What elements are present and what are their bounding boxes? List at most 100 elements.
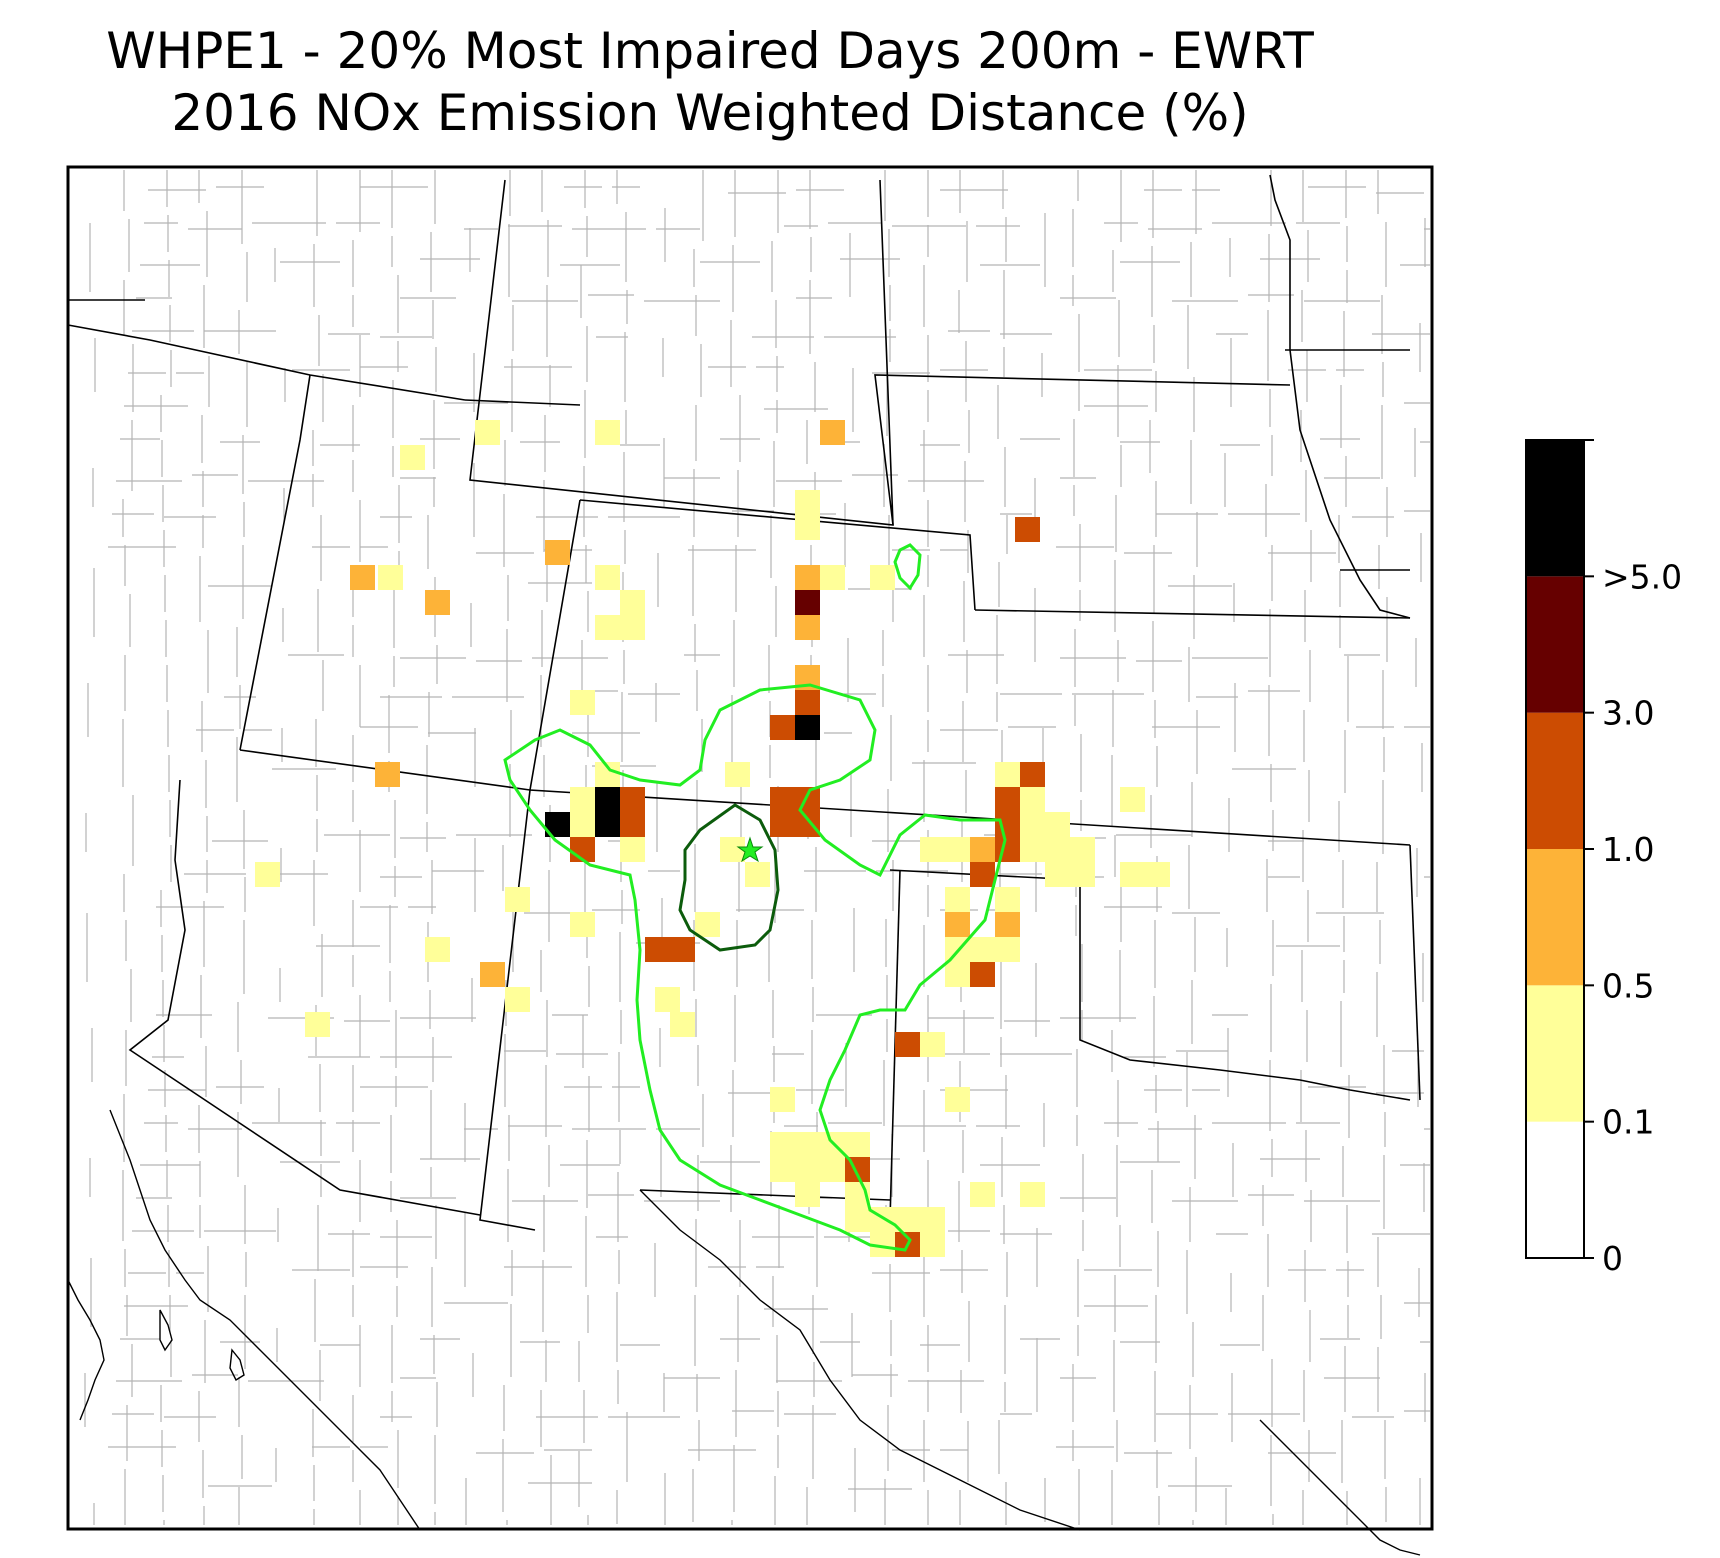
emission-cell [505, 887, 530, 912]
emission-cell [770, 787, 795, 812]
emission-cell [795, 490, 820, 515]
emission-cell [545, 540, 570, 565]
emission-cell [770, 1132, 795, 1157]
emission-cell [920, 1207, 945, 1232]
emission-cell [1020, 787, 1045, 812]
emission-cell [1120, 862, 1145, 887]
colorbar-bin [1526, 1121, 1584, 1258]
emission-cell [1145, 862, 1170, 887]
emission-cell [505, 987, 530, 1012]
emission-cell [795, 812, 820, 837]
emission-cell [350, 565, 375, 590]
emission-cell [475, 420, 500, 445]
emission-cell [995, 812, 1020, 837]
emission-cell [595, 812, 620, 837]
emission-cell [845, 1207, 870, 1232]
map-title: WHPE1 - 20% Most Impaired Days 200m - EW… [0, 20, 1420, 144]
emission-cell [995, 937, 1020, 962]
emission-cell [820, 565, 845, 590]
colorbar-bin [1526, 712, 1584, 849]
colorbar-tick-label: 0.5 [1602, 966, 1654, 1005]
emission-cell [795, 690, 820, 715]
emission-cell [595, 615, 620, 640]
emission-cell [945, 962, 970, 987]
map-panel [66, 165, 1434, 1556]
colorbar-tick-label: 1.0 [1602, 830, 1654, 869]
emission-cell [970, 962, 995, 987]
emission-cell [725, 762, 750, 787]
emission-cell [375, 762, 400, 787]
emission-cell [995, 912, 1020, 937]
emission-cell [795, 515, 820, 540]
emission-cell [620, 787, 645, 812]
emission-cell [945, 1087, 970, 1112]
emission-cell [670, 937, 695, 962]
emission-cell [945, 912, 970, 937]
colorbar-tick-label: >5.0 [1602, 557, 1682, 596]
emission-cell [480, 962, 505, 987]
emission-cell [570, 912, 595, 937]
emission-cell [820, 1157, 845, 1182]
emission-cell [595, 565, 620, 590]
emission-cell [970, 1182, 995, 1207]
outer-contour [503, 683, 1007, 1252]
emission-cell [655, 987, 680, 1012]
colorbar-tick-label: 0.1 [1602, 1103, 1654, 1142]
outer-contour-small [893, 543, 922, 591]
emission-cell [870, 565, 895, 590]
emission-cell [620, 837, 645, 862]
emission-cell [695, 912, 720, 937]
emission-cell [970, 937, 995, 962]
emission-cell [620, 590, 645, 615]
emission-cell [305, 1012, 330, 1037]
emission-cell [920, 1232, 945, 1257]
emission-cell [945, 887, 970, 912]
emission-cell [255, 862, 280, 887]
emission-cell [795, 590, 820, 615]
emission-cell [795, 615, 820, 640]
emission-cell [770, 812, 795, 837]
emission-cell [795, 715, 820, 740]
title-line-2: 2016 NOx Emission Weighted Distance (%) [171, 84, 1249, 142]
colorbar-bin [1526, 576, 1584, 713]
colorbar-bin [1526, 440, 1584, 577]
colorbar-tick-label: 0 [1602, 1239, 1623, 1278]
emission-cell [620, 812, 645, 837]
emission-cell [795, 787, 820, 812]
emission-cell [570, 787, 595, 812]
emission-cell [795, 1157, 820, 1182]
map-frame [66, 165, 1434, 1531]
site-star-icon [736, 836, 764, 863]
emission-cell [1070, 837, 1095, 862]
inner-contour [678, 803, 780, 952]
emission-cell [795, 1182, 820, 1207]
emission-cell [425, 937, 450, 962]
emission-cell [945, 837, 970, 862]
emission-cell [400, 445, 425, 470]
emission-cell [970, 837, 995, 862]
emission-cell [770, 715, 795, 740]
emission-cell [645, 937, 670, 962]
county-line-path [84, 170, 1430, 1525]
emission-cell [995, 787, 1020, 812]
emission-cell [845, 1132, 870, 1157]
emission-cell [1045, 862, 1070, 887]
emission-cell [620, 615, 645, 640]
colorbar-bin [1526, 985, 1584, 1122]
title-line-1: WHPE1 - 20% Most Impaired Days 200m - EW… [106, 22, 1314, 80]
emission-cell [995, 887, 1020, 912]
emission-cell [795, 565, 820, 590]
emission-cell [920, 1032, 945, 1057]
colorbar-bin [1526, 849, 1584, 986]
county-lines [84, 170, 1430, 1525]
emission-cell [670, 1012, 695, 1037]
emission-cell [1120, 787, 1145, 812]
emission-cell [820, 420, 845, 445]
emission-cell [970, 862, 995, 887]
emission-cell [920, 837, 945, 862]
emission-cell [895, 1032, 920, 1057]
emission-cell [570, 812, 595, 837]
emission-cell [378, 565, 403, 590]
coastline [67, 1109, 1421, 1556]
